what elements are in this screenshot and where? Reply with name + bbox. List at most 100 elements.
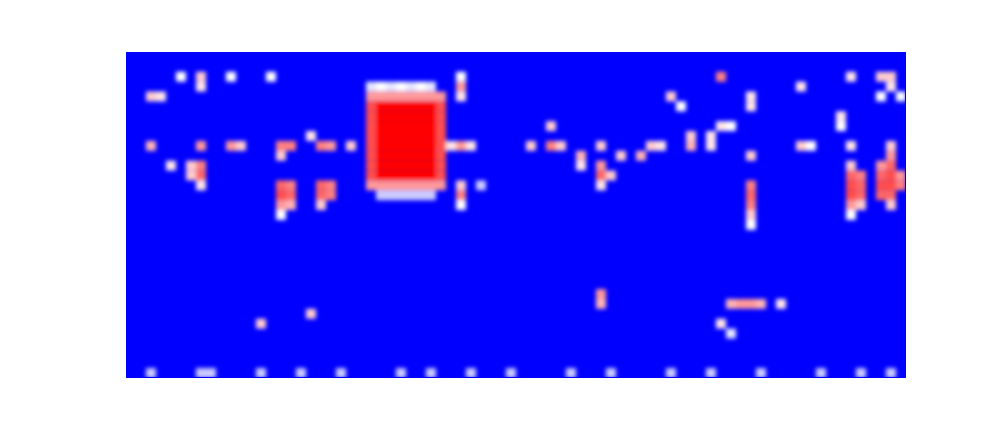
heatmap-cell [436,131,446,141]
heatmap-cell [706,141,716,151]
heatmap-cell [376,82,386,92]
heatmap-cell [566,368,576,378]
heatmap-cell [596,171,606,181]
heatmap-cell [796,82,806,92]
heatmap-cell [436,171,446,181]
heatmap-cell [396,368,406,378]
heatmap-cell [286,180,296,190]
heatmap-cell [686,141,696,151]
heatmap-cell [426,368,436,378]
heatmap-cell [156,92,166,102]
heatmap-cell [456,200,466,210]
heatmap-cell [306,131,316,141]
heatmap-cell [456,190,466,200]
heatmap-cell [326,190,336,200]
heatmap-cell [746,151,756,161]
heatmap-cell [426,180,436,190]
heatmap-cell [376,101,386,111]
heatmap-cell [746,210,756,220]
heatmap-cell [606,171,616,181]
heatmap-cell [436,121,446,131]
heatmap-cell [406,171,416,181]
heatmap-cell [426,82,436,92]
heatmap-cell [296,368,306,378]
heatmap-cell [456,141,466,151]
heatmap-cell [406,82,416,92]
heatmap-cell [886,141,896,151]
heatmap-cell [876,161,886,171]
heatmap-cell [716,121,726,131]
heatmap-cell [386,111,396,121]
heatmap-cell [376,161,386,171]
heatmap-cell [636,151,646,161]
heatmap-cell [286,190,296,200]
heatmap-cell [886,151,896,161]
heatmap-cell [886,171,896,181]
heatmap-cell [396,82,406,92]
heatmap-cell [896,171,906,181]
heatmap-cell [456,180,466,190]
heatmap-cell [686,131,696,141]
heatmap-cell [896,92,906,102]
heatmap-cell [666,368,676,378]
heatmap-cell [386,141,396,151]
heatmap-cell [146,141,156,151]
heatmap-cell [856,200,866,210]
heatmap-cell [386,161,396,171]
heatmap-cell [406,121,416,131]
heatmap-cell [846,72,856,82]
heatmap-cell [226,72,236,82]
heatmap-cell [406,111,416,121]
heatmap-cell [446,141,456,151]
heatmap-cell [396,101,406,111]
heatmap-cell [316,180,326,190]
heatmap-cell [236,141,246,151]
heatmap-cell [426,141,436,151]
heatmap-cell [366,151,376,161]
heatmap-cell [576,161,586,171]
heatmap-cell [366,101,376,111]
heatmap-cell [276,180,286,190]
heatmap-cell [596,141,606,151]
heatmap-cell [646,141,656,151]
heatmap-cell [366,111,376,121]
heatmap-cell [376,151,386,161]
heatmap-cell [746,180,756,190]
heatmap-cell [556,141,566,151]
heatmap-cell [426,92,436,102]
heatmap-cell [266,72,276,82]
heatmap-cell [856,180,866,190]
heatmap-cell [596,180,606,190]
heatmap-cell [576,151,586,161]
heatmap-cell [416,180,426,190]
heatmap-cell [406,92,416,102]
heatmap-cell [376,141,386,151]
heatmap-cell [396,180,406,190]
heatmap-cell [846,180,856,190]
heatmap-cell [876,190,886,200]
heatmap-cell [816,368,826,378]
heatmap-cell [316,141,326,151]
heatmap-cell [886,190,896,200]
heatmap-cell [376,171,386,181]
heatmap-cell [436,180,446,190]
heatmap-cell [426,161,436,171]
heatmap-cell [416,131,426,141]
heatmap-cell [746,190,756,200]
heatmap-cell [276,141,286,151]
heatmap-cell [856,171,866,181]
heatmap-cell [396,92,406,102]
heatmap-cell [406,151,416,161]
heatmap-cell [416,161,426,171]
heatmap-cell [876,180,886,190]
heatmap-cell [366,171,376,181]
heatmap-cell [416,190,426,200]
heatmap-cell [896,180,906,190]
heatmap-cell [886,82,896,92]
heatmap-cell [596,161,606,171]
heatmap-cell [396,141,406,151]
heatmap-cell [436,92,446,102]
heatmap-cell [416,82,426,92]
heatmap-cell [386,92,396,102]
heatmap-cell [426,131,436,141]
